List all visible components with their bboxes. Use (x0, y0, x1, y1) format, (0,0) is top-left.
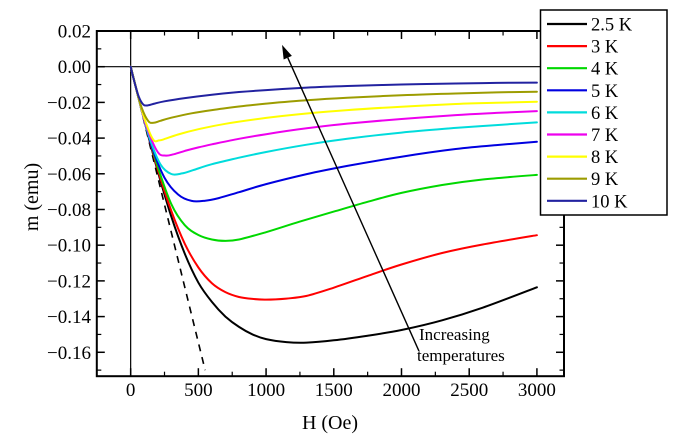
series-line-6-K (129, 65, 538, 176)
series-line-2.5-K (129, 65, 538, 344)
generated-chart-layer: 0 500 1000 1500 2000 2500 3000 0.02 0.00 −0.02 −0.… (47, 9, 668, 401)
y-tick-label: 0.02 (58, 22, 91, 43)
annotation-line-1: Increasing (419, 325, 490, 344)
x-tick-label: 500 (184, 380, 213, 401)
x-tick-label: 1500 (315, 380, 353, 401)
x-tick-label: 0 (126, 380, 136, 401)
y-tick-label: −0.04 (47, 129, 91, 150)
series-line-5-K (129, 65, 538, 203)
series-line-10-K (129, 65, 538, 107)
arrow-head (282, 44, 292, 60)
legend-label-8-K: 8 K (591, 148, 619, 168)
y-tick-label: −0.06 (47, 164, 91, 185)
legend-label-10-K: 10 K (591, 192, 628, 212)
annotation-line-2: temperatures (417, 346, 505, 365)
x-tick-label: 1000 (247, 380, 285, 401)
x-tick-label: 3000 (518, 380, 556, 401)
x-tick-label: 2000 (382, 380, 420, 401)
series-line-4-K (129, 65, 538, 242)
legend-label-5-K: 5 K (591, 82, 619, 102)
y-tick-label: −0.12 (47, 271, 91, 292)
y-axis-title: m (emu) (21, 163, 43, 231)
y-tick-label: −0.02 (47, 93, 91, 114)
series-line-9-K (129, 65, 538, 124)
y-tick-label: −0.10 (47, 236, 91, 257)
legend-label-4-K: 4 K (591, 60, 619, 80)
x-axis-title: H (Oe) (302, 412, 358, 434)
legend-label-6-K: 6 K (591, 104, 619, 124)
series-line-7-K (129, 65, 538, 157)
legend: 2.5 K3 K4 K5 K6 K7 K8 K9 K10 K (539, 9, 668, 216)
y-tick-label: 0.00 (58, 57, 91, 78)
y-tick-label: −0.08 (47, 200, 91, 221)
arrow-line (287, 57, 420, 352)
series-line-3-K (129, 65, 538, 301)
x-tick-label: 2500 (450, 380, 488, 401)
y-tick-label: −0.16 (47, 343, 91, 364)
legend-label-7-K: 7 K (591, 126, 619, 146)
legend-label-3-K: 3 K (591, 38, 619, 58)
series-line-8-K (129, 65, 538, 143)
legend-label-9-K: 9 K (591, 170, 619, 190)
y-tick-label: −0.14 (47, 307, 91, 328)
legend-label-2.5-K: 2.5 K (591, 16, 633, 36)
